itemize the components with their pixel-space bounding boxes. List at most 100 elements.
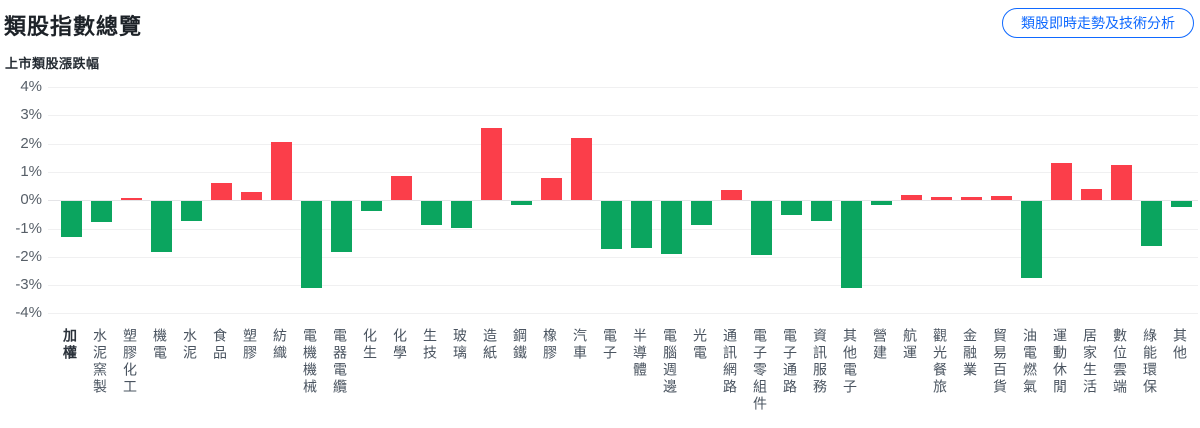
y-axis-tick: 4% (20, 78, 42, 95)
bar-其他[interactable] (1170, 201, 1192, 207)
gridline-0% (48, 200, 1198, 202)
bar-水泥窯製[interactable] (90, 201, 112, 223)
sector-realtime-analysis-button[interactable]: 類股即時走勢及技術分析 (1002, 8, 1194, 38)
bar-光電[interactable] (690, 201, 712, 226)
bar-紡織[interactable] (270, 142, 292, 201)
bar-綠能環保[interactable] (1140, 201, 1162, 247)
x-axis-label-造紙: 造紙 (482, 328, 498, 362)
x-axis-label-金融業: 金融業 (962, 328, 978, 379)
bar-電子零組件[interactable] (750, 201, 772, 255)
bar-觀光餐旅[interactable] (930, 197, 952, 201)
bar-化學[interactable] (390, 176, 412, 201)
x-axis-label-航運: 航運 (902, 328, 918, 362)
bar-金融業[interactable] (960, 197, 982, 201)
x-axis-label-數位雲端: 數位雲端 (1112, 328, 1128, 396)
bar-運動休閒[interactable] (1050, 163, 1072, 201)
bar-其他電子[interactable] (840, 201, 862, 288)
bar-資訊服務[interactable] (810, 201, 832, 221)
x-axis-label-電子通路: 電子通路 (782, 328, 798, 396)
bar-食品[interactable] (210, 183, 232, 201)
bar-油電燃氣[interactable] (1020, 201, 1042, 278)
page-header: 類股指數總覽 類股即時走勢及技術分析 (0, 0, 1200, 48)
bar-電腦週邊[interactable] (660, 201, 682, 254)
y-axis-tick: 1% (20, 162, 42, 180)
bar-化生[interactable] (360, 201, 382, 212)
bar-造紙[interactable] (480, 128, 502, 201)
bar-營建[interactable] (870, 201, 892, 206)
x-axis-label-電腦週邊: 電腦週邊 (662, 328, 678, 396)
bar-電機機械[interactable] (300, 201, 322, 288)
gridline--1% (48, 228, 1198, 230)
bar-加權[interactable] (60, 201, 82, 237)
x-axis-label-鋼鐵: 鋼鐵 (512, 328, 528, 362)
bar-通訊網路[interactable] (720, 190, 742, 201)
page-title: 類股指數總覽 (4, 14, 143, 39)
x-axis-label-水泥: 水泥 (182, 328, 198, 362)
bar-玻璃[interactable] (450, 201, 472, 229)
y-axis-tick: 3% (20, 106, 42, 124)
x-axis-label-資訊服務: 資訊服務 (812, 328, 828, 396)
bar-鋼鐵[interactable] (510, 201, 532, 206)
chart-subtitle: 上市類股漲跌幅 (5, 56, 100, 71)
y-axis-tick: -4% (15, 304, 42, 322)
x-axis-label-通訊網路: 通訊網路 (722, 328, 738, 396)
bar-水泥[interactable] (180, 201, 202, 221)
bar-電器電纜[interactable] (330, 201, 352, 253)
x-axis-label-汽車: 汽車 (572, 328, 588, 362)
bar-生技[interactable] (420, 201, 442, 226)
x-axis-label-塑膠: 塑膠 (242, 328, 258, 362)
x-axis-label-電子: 電子 (602, 328, 618, 362)
bar-數位雲端[interactable] (1110, 164, 1132, 201)
x-axis-label-電子零組件: 電子零組件 (752, 328, 768, 413)
x-axis-label-生技: 生技 (422, 328, 438, 362)
x-axis-label-食品: 食品 (212, 328, 228, 362)
bar-貿易百貨[interactable] (990, 195, 1012, 201)
gridline--4% (48, 313, 1198, 315)
y-axis-tick: 0% (20, 191, 42, 209)
y-axis-tick: -2% (15, 247, 42, 265)
bar-電子[interactable] (600, 201, 622, 250)
bar-塑膠[interactable] (240, 191, 262, 201)
x-axis-label-塑膠化工: 塑膠化工 (122, 328, 138, 396)
x-axis-label-橡膠: 橡膠 (542, 328, 558, 362)
x-axis-label-居家生活: 居家生活 (1082, 328, 1098, 396)
x-axis-label-油電燃氣: 油電燃氣 (1022, 328, 1038, 396)
bar-塑膠化工[interactable] (120, 198, 142, 201)
x-axis-label-貿易百貨: 貿易百貨 (992, 328, 1008, 396)
x-axis-label-營建: 營建 (872, 328, 888, 362)
bar-居家生活[interactable] (1080, 188, 1102, 201)
x-axis-label-綠能環保: 綠能環保 (1142, 328, 1158, 396)
x-axis-label-化生: 化生 (362, 328, 378, 362)
bar-橡膠[interactable] (540, 177, 562, 201)
bar-航運[interactable] (900, 194, 922, 201)
gridline-1% (48, 171, 1198, 173)
x-axis-label-光電: 光電 (692, 328, 708, 362)
x-axis-label-觀光餐旅: 觀光餐旅 (932, 328, 948, 396)
x-axis-label-加權: 加權 (62, 328, 78, 362)
gridline--2% (48, 256, 1198, 258)
gridline-4% (48, 87, 1198, 88)
bar-汽車[interactable] (570, 137, 592, 201)
x-axis-label-機電: 機電 (152, 328, 168, 362)
y-axis-tick: -1% (15, 219, 42, 237)
x-axis-label-其他電子: 其他電子 (842, 328, 858, 396)
gridline-2% (48, 143, 1198, 145)
y-axis-tick: -3% (15, 276, 42, 294)
gridline-3% (48, 115, 1198, 117)
x-axis-label-紡織: 紡織 (272, 328, 288, 362)
bar-半導體[interactable] (630, 201, 652, 248)
x-axis-label-運動休閒: 運動休閒 (1052, 328, 1068, 396)
bar-電子通路[interactable] (780, 201, 802, 216)
bar-機電[interactable] (150, 201, 172, 253)
x-axis-label-化學: 化學 (392, 328, 408, 362)
x-axis-label-半導體: 半導體 (632, 328, 648, 379)
x-axis-label-玻璃: 玻璃 (452, 328, 468, 362)
x-axis-label-水泥窯製: 水泥窯製 (92, 328, 108, 396)
gridline--3% (48, 285, 1198, 287)
y-axis-tick: 2% (20, 134, 42, 152)
x-axis-label-電機機械: 電機機械 (302, 328, 318, 396)
x-axis-label-其他: 其他 (1172, 328, 1188, 362)
x-axis-label-電器電纜: 電器電纜 (332, 328, 348, 396)
